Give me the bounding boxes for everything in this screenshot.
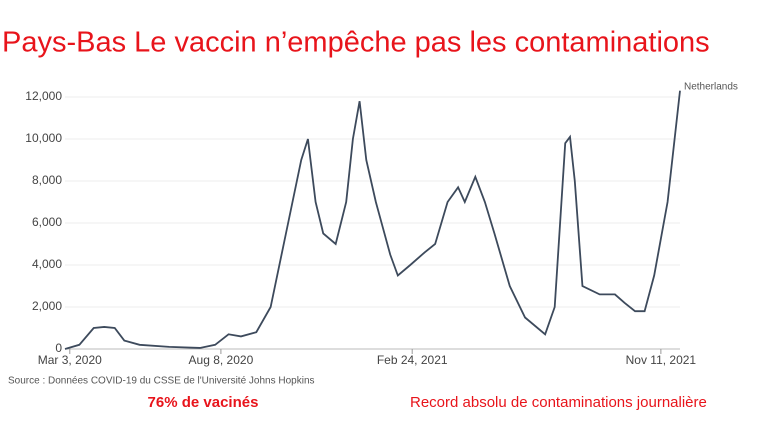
y-tick-label: 12,000 (25, 89, 62, 103)
y-tick-label: 10,000 (25, 131, 62, 145)
series-label: Netherlands (684, 81, 738, 92)
y-tick-label: 0 (55, 341, 62, 355)
x-tick-label: Mar 3, 2020 (38, 353, 102, 367)
x-tick-label: Feb 24, 2021 (377, 353, 448, 367)
y-tick-label: 4,000 (32, 257, 62, 271)
annotation: Record absolu de contaminations journali… (410, 394, 707, 411)
x-tick-label: Nov 11, 2021 (626, 353, 697, 367)
annotation: 76% de vacinés (148, 394, 259, 411)
x-tick-label: Aug 8, 2020 (189, 353, 254, 367)
y-tick-label: 2,000 (32, 299, 62, 313)
source: Source : Données COVID-19 du CSSE de l'U… (8, 376, 315, 387)
chart-title: Pays-Bas Le vaccin n’empêche pas les con… (2, 27, 710, 59)
y-tick-label: 8,000 (32, 173, 62, 187)
line (64, 90, 681, 350)
y-tick-label: 6,000 (32, 215, 62, 229)
